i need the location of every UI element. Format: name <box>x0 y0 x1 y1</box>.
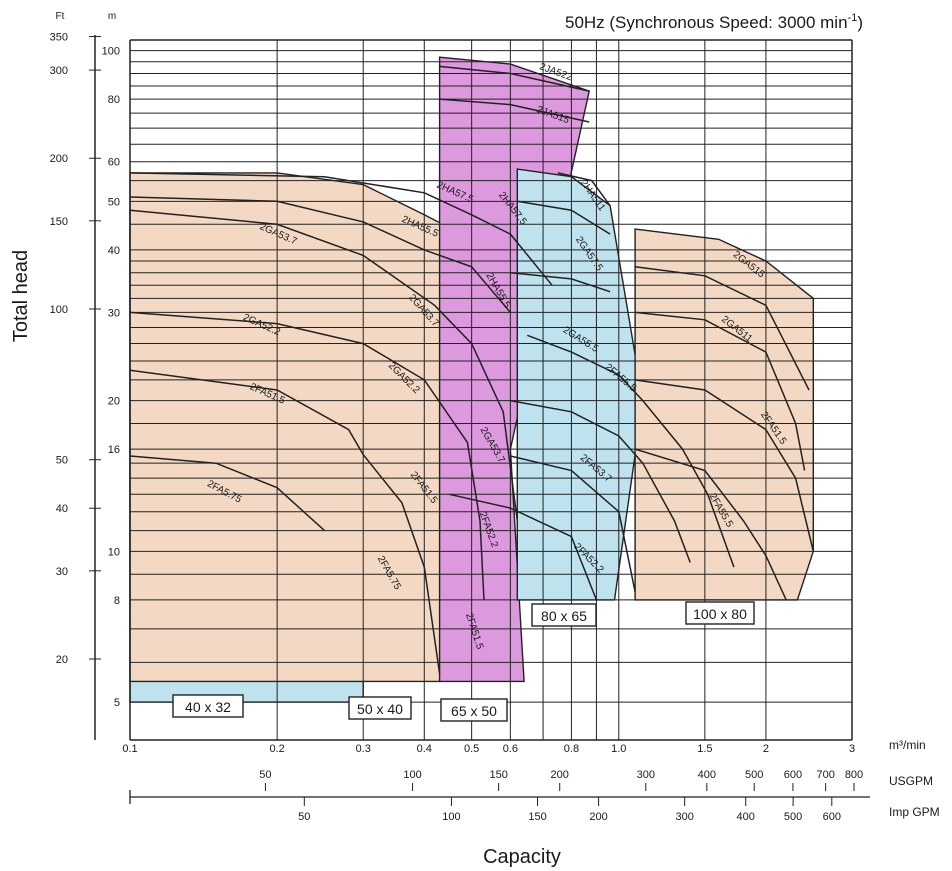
curve-2GA515 <box>635 266 810 391</box>
m-tick-label: 80 <box>108 94 120 106</box>
usgpm-tick-label: 150 <box>489 769 507 781</box>
size-box-65x50: 65 x 50 <box>440 698 508 722</box>
m-tick-label: 40 <box>108 245 120 257</box>
x-tick-label: 1.5 <box>697 743 712 755</box>
size-label-65x50: 65 x 50 <box>451 703 497 719</box>
size-box-40x32: 40 x 32 <box>172 694 244 718</box>
m-tick-label: 60 <box>108 157 120 169</box>
usgpm-tick-label: 600 <box>784 769 802 781</box>
chart-title-superscript: -1 <box>848 12 858 24</box>
size-box-80x65: 80 x 65 <box>531 603 597 627</box>
curve-2HA511 <box>557 172 611 207</box>
curve-2FA55.5 <box>634 448 787 601</box>
curve-2HA55.5 <box>129 196 511 313</box>
x-tick-label: 3 <box>849 743 855 755</box>
impgpm-tick-label: 500 <box>784 811 802 823</box>
impgpm-tick-label: 300 <box>675 811 693 823</box>
curve-2JA515 <box>439 98 590 123</box>
curve-2GA52.2 <box>129 311 485 600</box>
chart-axes: 5810162030405060801002030405010015020030… <box>50 32 870 823</box>
x-tick-label: 2 <box>763 743 769 755</box>
ft-tick-label: 40 <box>56 503 68 515</box>
m-tick-label: 20 <box>108 396 120 408</box>
impgpm-tick-label: 600 <box>823 811 841 823</box>
curve-2FA55.5 <box>527 334 735 568</box>
impgpm-tick-label: 50 <box>298 811 310 823</box>
x-tick-label: 0.1 <box>122 743 137 755</box>
ft-tick-label: 300 <box>50 65 68 77</box>
size-box-100x80: 100 x 80 <box>685 601 755 625</box>
ft-axis-unit: Ft <box>56 11 65 22</box>
curve-2GA55.5 <box>510 272 611 293</box>
curve-2FA51.5 <box>129 369 441 674</box>
chart-title-end: ) <box>857 13 863 32</box>
impgpm-tick-label: 200 <box>589 811 607 823</box>
impgpm-tick-label: 150 <box>528 811 546 823</box>
chart-title: 50Hz (Synchronous Speed: 3000 min-1) <box>565 12 863 32</box>
ft-tick-label: 350 <box>50 32 68 44</box>
x-tick-label: 1.0 <box>611 743 626 755</box>
ft-tick-label: 200 <box>50 153 68 165</box>
curve-2FA51.5 <box>634 379 815 552</box>
size-label-50x40: 50 x 40 <box>357 701 403 717</box>
x-tick-label: 0.5 <box>464 743 479 755</box>
usgpm-tick-label: 300 <box>637 769 655 781</box>
size-box-50x40: 50 x 40 <box>348 696 412 720</box>
impgpm-axis-label: Imp GPM <box>889 805 940 819</box>
m-tick-label: 100 <box>102 46 120 58</box>
ft-tick-label: 100 <box>50 304 68 316</box>
size-label-80x65: 80 x 65 <box>541 608 587 624</box>
performance-curves <box>129 65 815 674</box>
m-tick-label: 5 <box>114 697 120 709</box>
m-tick-label: 16 <box>108 444 120 456</box>
x-axis-label: Capacity <box>483 846 561 868</box>
curve-2FA52.2 <box>510 455 636 593</box>
curve-2FA51.5 <box>449 493 598 601</box>
x-tick-label: 0.3 <box>356 743 371 755</box>
usgpm-tick-label: 50 <box>259 769 271 781</box>
usgpm-tick-label: 200 <box>551 769 569 781</box>
usgpm-tick-label: 500 <box>745 769 763 781</box>
usgpm-tick-label: 400 <box>698 769 716 781</box>
x-tick-label: 0.4 <box>417 743 432 755</box>
ft-tick-label: 30 <box>56 566 68 578</box>
curve-2FA53.7 <box>510 399 691 563</box>
size-label-40x32: 40 x 32 <box>185 699 231 715</box>
y-axis-label: Total head <box>10 250 32 342</box>
usgpm-tick-label: 100 <box>403 769 421 781</box>
usgpm-tick-label: 700 <box>816 769 834 781</box>
m-axis-unit: m <box>108 11 116 22</box>
curve-2HA57.5 <box>129 172 553 286</box>
curve-2GA53.7 <box>129 209 519 522</box>
ft-tick-label: 20 <box>56 654 68 666</box>
region-50x40 <box>129 172 473 683</box>
impgpm-tick-label: 400 <box>737 811 755 823</box>
usgpm-axis-label: USGPM <box>889 774 933 788</box>
impgpm-tick-label: 100 <box>442 811 460 823</box>
m-tick-label: 50 <box>108 196 120 208</box>
curve-2JA522 <box>439 65 590 92</box>
usgpm-tick-label: 800 <box>845 769 863 781</box>
size-label-100x80: 100 x 80 <box>693 606 747 622</box>
ft-tick-label: 50 <box>56 455 68 467</box>
x-tick-label: 0.8 <box>564 743 579 755</box>
curve-2GA511 <box>635 311 806 471</box>
m-tick-label: 30 <box>108 307 120 319</box>
m-tick-label: 10 <box>108 546 120 558</box>
x-tick-label: 0.6 <box>503 743 518 755</box>
m-tick-label: 8 <box>114 595 120 607</box>
curve-2GA57.5 <box>517 200 611 235</box>
ft-tick-label: 150 <box>50 216 68 228</box>
curve-2FA5.75 <box>129 455 326 532</box>
x-tick-label: 0.2 <box>269 743 284 755</box>
x-axis-unit: m³/min <box>889 738 926 752</box>
